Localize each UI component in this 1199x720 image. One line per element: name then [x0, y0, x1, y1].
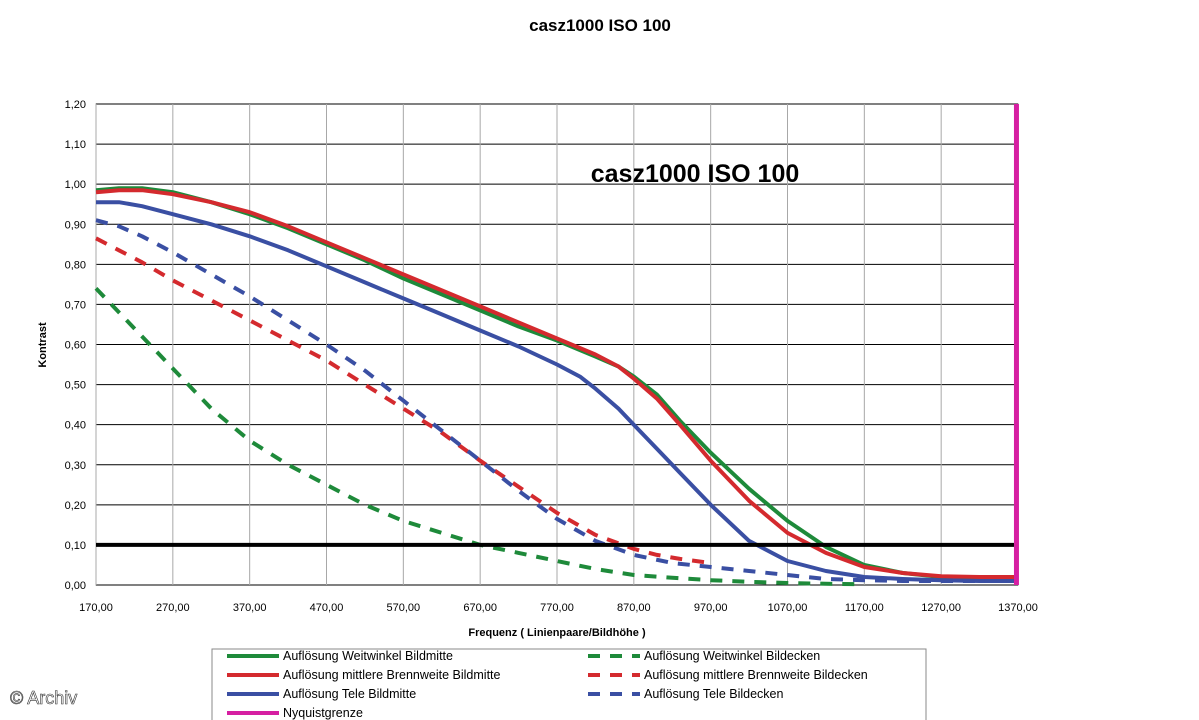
inner-title: casz1000 ISO 100 [591, 160, 800, 188]
x-tick-label: 970,00 [694, 602, 728, 614]
legend-label: Nyquistgrenze [283, 706, 363, 720]
y-tick-label: 0,90 [65, 219, 86, 231]
legend: Auflösung Weitwinkel Bildmitte Auflösung … [227, 649, 868, 720]
series-line [94, 287, 865, 587]
legend-label: Auflösung mittlere Brennweite Bildecken [644, 668, 868, 682]
x-tick-label: 470,00 [310, 602, 344, 614]
x-tick-label: 370,00 [233, 602, 267, 614]
y-tick-label: 0,70 [65, 299, 86, 311]
series-line [96, 200, 1018, 583]
tick-labels: 0,00 0,10 0,20 0,30 0,40 0,50 0,60 0,70 0,80 0,90… [65, 99, 1038, 614]
series-line [95, 188, 1018, 579]
y-tick-label: 1,00 [65, 179, 86, 191]
y-axis-label: Kontrast [37, 322, 49, 368]
y-tick-label: 0,20 [65, 500, 86, 512]
y-tick-label: 0,30 [65, 460, 86, 472]
y-tick-label: 0,50 [65, 380, 86, 392]
x-tick-label: 1170,00 [845, 602, 884, 614]
legend-label: Auflösung Weitwinkel Bildecken [644, 649, 820, 663]
series-line [95, 218, 1018, 583]
grid [95, 103, 1019, 586]
watermark: © Archiv [10, 688, 77, 708]
x-tick-label: 1370,00 [998, 602, 1038, 614]
legend-label: Auflösung mittlere Brennweite Bildmitte [283, 668, 501, 682]
chart-title: casz1000 ISO 100 [529, 16, 671, 35]
legend-label: Auflösung Tele Bildecken [644, 687, 783, 701]
series-layer [94, 104, 1019, 587]
legend-box [211, 648, 927, 720]
x-axis-label: Frequenz ( Linienpaare/Bildhöhe ) [468, 627, 646, 639]
x-tick-label: 270,00 [156, 602, 190, 614]
y-tick-label: 0,60 [65, 340, 86, 352]
legend-label: Auflösung Tele Bildmitte [283, 687, 416, 701]
y-tick-label: 0,00 [65, 580, 86, 592]
x-tick-label: 670,00 [463, 602, 497, 614]
y-tick-label: 1,10 [65, 139, 86, 151]
legend-label: Auflösung Weitwinkel Bildmitte [283, 649, 453, 663]
y-tick-label: 0,10 [65, 540, 86, 552]
x-tick-label: 570,00 [387, 602, 421, 614]
x-tick-label: 170,00 [79, 602, 113, 614]
y-tick-label: 0,80 [65, 259, 86, 271]
series-line [95, 236, 711, 565]
x-tick-label: 1270,00 [921, 602, 961, 614]
x-tick-label: 770,00 [540, 602, 574, 614]
x-tick-label: 1070,00 [768, 602, 808, 614]
x-tick-label: 870,00 [617, 602, 651, 614]
y-tick-label: 1,20 [65, 99, 86, 111]
y-tick-label: 0,40 [65, 420, 86, 432]
